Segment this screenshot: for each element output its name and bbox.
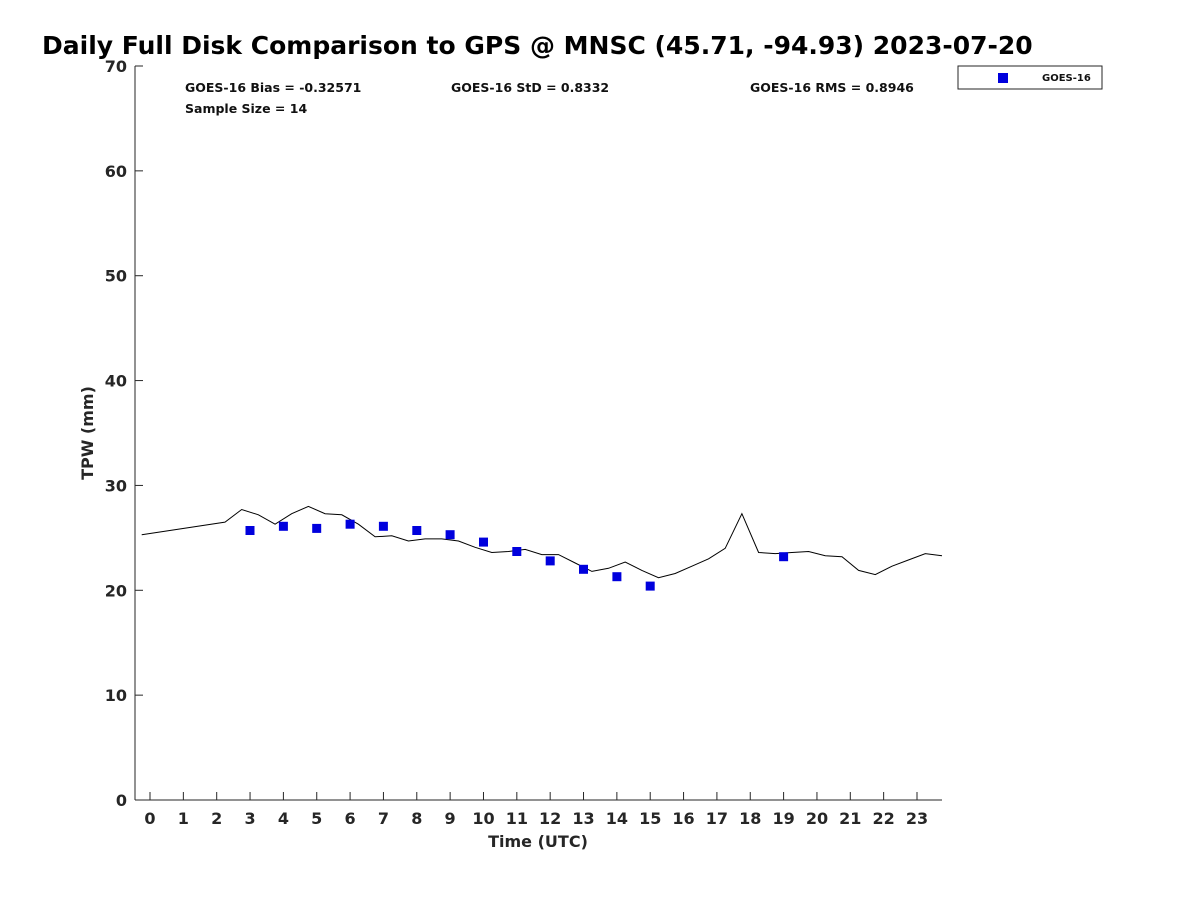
data-point-goes-16	[579, 564, 588, 574]
x-tick-label: 10	[472, 809, 494, 828]
y-tick-label: 60	[105, 162, 127, 181]
x-ticks: 0 1 2 3 4 5 6 7 8 9 10 11 12 13 14 15 16 17 18 19 20 21 22 23	[144, 792, 928, 828]
data-point-goes-16	[545, 556, 555, 566]
x-tick-label: 12	[539, 809, 561, 828]
y-tick-label: 20	[105, 581, 127, 600]
data-point-goes-16	[412, 526, 422, 535]
data-point-goes-16	[512, 547, 522, 556]
x-tick-label: 11	[506, 809, 528, 828]
x-tick-label: 16	[672, 809, 694, 828]
data-point-goes-16	[278, 521, 288, 531]
y-tick-label: 70	[105, 57, 127, 76]
data-point-goes-16	[479, 537, 488, 547]
legend-box	[957, 65, 1103, 90]
x-tick-label: 17	[706, 809, 728, 828]
x-tick-label: 7	[378, 809, 389, 828]
x-tick-label: 9	[445, 809, 456, 828]
x-tick-label: 4	[278, 809, 289, 828]
x-tick-label: 6	[345, 809, 356, 828]
data-point-goes-16	[345, 519, 355, 529]
y-tick-label: 50	[105, 267, 127, 286]
data-point-goes-16	[378, 521, 388, 531]
y-tick-label: 10	[105, 686, 127, 705]
data-point-goes-16	[445, 530, 455, 540]
x-tick-label: 18	[739, 809, 761, 828]
x-axis-label: Time (UTC)	[488, 832, 588, 851]
series-points-goes-16	[245, 519, 789, 591]
y-ticks: 0 10 20 30 40 50 60 70	[105, 57, 143, 810]
x-tick-label: 23	[906, 809, 928, 828]
data-point-goes-16	[245, 526, 255, 535]
data-point-goes-16	[612, 572, 622, 582]
x-tick-label: 22	[873, 809, 895, 828]
x-tick-label: 14	[606, 809, 628, 828]
series-line-gps	[141, 505, 943, 579]
y-axis-label: TPW (mm)	[78, 386, 97, 480]
sample-size-stat: Sample Size = 14	[185, 101, 307, 116]
x-tick-label: 8	[411, 809, 422, 828]
x-tick-label: 20	[806, 809, 828, 828]
bias-stat: GOES-16 Bias = -0.32571	[185, 80, 361, 95]
legend-marker-goes-16	[998, 73, 1008, 83]
data-point-goes-16	[645, 581, 655, 591]
legend: GOES-16	[957, 65, 1103, 90]
y-tick-label: 40	[105, 372, 127, 391]
y-tick-label: 0	[116, 791, 127, 810]
x-tick-label: 3	[244, 809, 255, 828]
x-tick-label: 1	[178, 809, 189, 828]
x-tick-label: 19	[772, 809, 794, 828]
x-tick-label: 21	[839, 809, 861, 828]
x-tick-label: 0	[144, 809, 155, 828]
chart-title: Daily Full Disk Comparison to GPS @ MNSC…	[42, 31, 1033, 60]
data-point-goes-16	[779, 552, 789, 562]
legend-label-goes-16: GOES-16	[1042, 73, 1091, 84]
rms-stat: GOES-16 RMS = 0.8946	[750, 80, 914, 95]
x-tick-label: 15	[639, 809, 661, 828]
x-tick-label: 13	[572, 809, 594, 828]
x-tick-label: 5	[311, 809, 322, 828]
x-tick-label: 2	[211, 809, 222, 828]
y-tick-label: 30	[105, 476, 127, 495]
plot-area	[141, 505, 943, 591]
std-stat: GOES-16 StD = 0.8332	[451, 80, 609, 95]
data-point-goes-16	[312, 523, 322, 533]
